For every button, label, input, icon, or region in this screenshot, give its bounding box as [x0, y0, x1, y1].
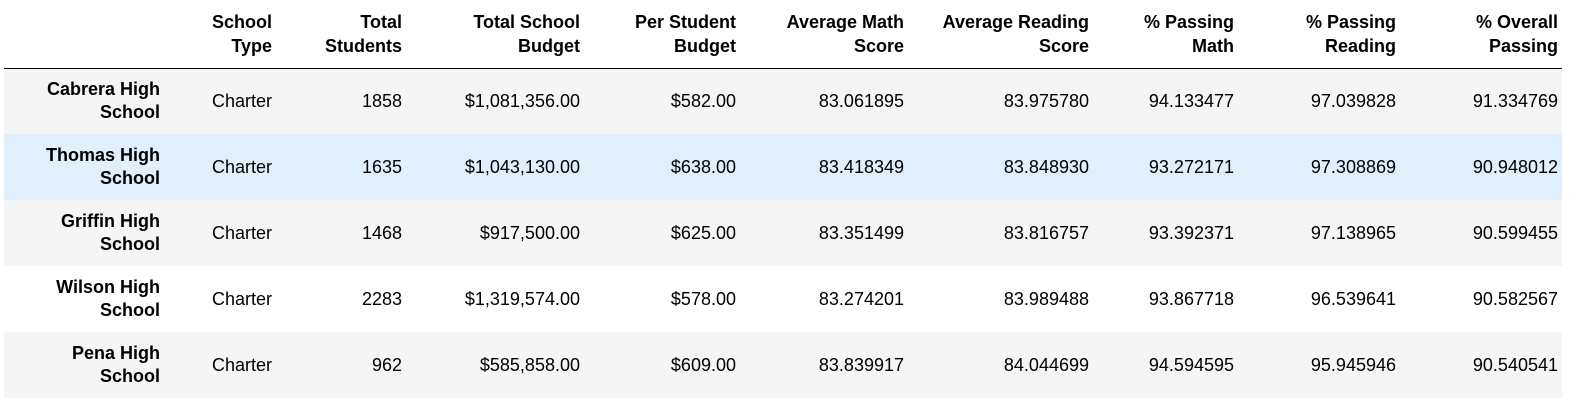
cell-average-math-score: 83.418349: [818, 156, 904, 177]
row-index-label: Griffin High School: [61, 211, 160, 254]
column-header-overall-passing: % Overall Passing: [1400, 0, 1562, 69]
cell-passing-reading: 97.308869: [1310, 156, 1396, 177]
cell-passing-reading: 97.138965: [1310, 222, 1396, 243]
cell-per-student-budget: $638.00: [670, 156, 736, 177]
cell-total-school-budget: $1,081,356.00: [464, 90, 580, 111]
table-row: Cabrera High School Charter 1858 $1,081,3…: [4, 68, 1562, 134]
table-row: Pena High School Charter 962 $585,858.00 …: [4, 332, 1562, 398]
column-header-total-school-budget: Total School Budget: [406, 0, 584, 69]
cell-school-type: Charter: [211, 354, 272, 375]
table-header: School Type Total Students Total School Bud…: [4, 0, 1562, 69]
cell-total-students: 2283: [361, 288, 402, 309]
row-index-label: Cabrera High School: [46, 79, 160, 123]
column-header-passing-math: % Passing Math: [1093, 0, 1238, 69]
cell-per-student-budget: $578.00: [670, 288, 736, 309]
school-summary-table: School Type Total Students Total School Bud…: [4, 0, 1562, 398]
row-index-label: Wilson High School: [56, 277, 160, 320]
cell-per-student-budget: $609.00: [670, 354, 736, 375]
column-header-per-student-budget: Per Student Budget: [584, 0, 740, 69]
cell-overall-passing: 90.948012: [1472, 156, 1558, 177]
cell-school-type: Charter: [211, 288, 272, 309]
column-header-average-reading-score: Average Reading Score: [908, 0, 1093, 69]
cell-average-math-score: 83.351499: [818, 222, 904, 243]
cell-per-student-budget: $625.00: [670, 222, 736, 243]
table-row: Thomas High School Charter 1635 $1,043,13…: [4, 134, 1562, 200]
header-row: School Type Total Students Total School Bud…: [4, 0, 1562, 69]
cell-total-school-budget: $1,043,130.00: [464, 156, 580, 177]
cell-average-reading-score: 84.044699: [1003, 354, 1089, 375]
cell-passing-math: 93.392371: [1148, 222, 1234, 243]
cell-average-reading-score: 83.848930: [1003, 156, 1089, 177]
cell-passing-math: 93.867718: [1148, 288, 1234, 309]
cell-school-type: Charter: [211, 156, 272, 177]
column-header-average-math-score: Average Math Score: [740, 0, 908, 69]
column-header-school-type: School Type: [164, 0, 276, 69]
column-header-total-students: Total Students: [276, 0, 406, 69]
table-body: Cabrera High School Charter 1858 $1,081,3…: [4, 68, 1562, 398]
cell-average-math-score: 83.061895: [818, 90, 904, 111]
cell-overall-passing: 90.599455: [1472, 222, 1558, 243]
cell-total-students: 962: [371, 354, 402, 375]
cell-total-students: 1858: [361, 90, 402, 111]
cell-total-school-budget: $1,319,574.00: [464, 288, 580, 309]
cell-passing-math: 94.133477: [1148, 90, 1234, 111]
cell-average-reading-score: 83.816757: [1003, 222, 1089, 243]
row-index-label: Thomas High School: [45, 145, 160, 188]
cell-passing-reading: 96.539641: [1310, 288, 1396, 309]
cell-average-math-score: 83.839917: [818, 354, 904, 375]
row-index-label: Pena High School: [71, 343, 160, 386]
cell-passing-math: 93.272171: [1148, 156, 1234, 177]
table-row: Wilson High School Charter 2283 $1,319,57…: [4, 266, 1562, 332]
cell-school-type: Charter: [211, 222, 272, 243]
cell-passing-reading: 97.039828: [1310, 90, 1396, 111]
cell-average-reading-score: 83.989488: [1003, 288, 1089, 309]
cell-total-school-budget: $585,858.00: [479, 354, 580, 375]
cell-average-math-score: 83.274201: [818, 288, 904, 309]
cell-total-students: 1468: [361, 222, 402, 243]
cell-total-school-budget: $917,500.00: [479, 222, 580, 243]
cell-overall-passing: 91.334769: [1472, 90, 1558, 111]
cell-passing-math: 94.594595: [1148, 354, 1234, 375]
cell-overall-passing: 90.582567: [1472, 288, 1558, 309]
cell-school-type: Charter: [211, 90, 272, 111]
cell-passing-reading: 95.945946: [1310, 354, 1396, 375]
cell-total-students: 1635: [361, 156, 402, 177]
index-header: [4, 0, 164, 69]
cell-average-reading-score: 83.975780: [1003, 90, 1089, 111]
dataframe-output: School Type Total Students Total School Bud…: [4, 0, 1562, 398]
cell-per-student-budget: $582.00: [670, 90, 736, 111]
table-row: Griffin High School Charter 1468 $917,500…: [4, 200, 1562, 266]
column-header-passing-reading: % Passing Reading: [1238, 0, 1400, 69]
cell-overall-passing: 90.540541: [1472, 354, 1558, 375]
